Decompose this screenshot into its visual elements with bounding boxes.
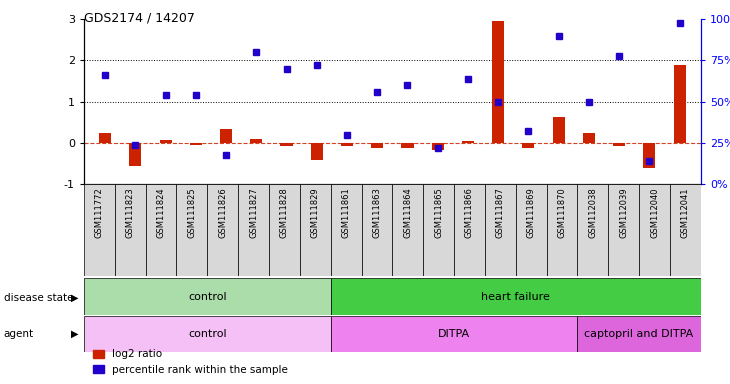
Text: control: control bbox=[188, 329, 226, 339]
Text: GSM112039: GSM112039 bbox=[619, 187, 629, 238]
Text: agent: agent bbox=[4, 329, 34, 339]
Text: GSM111829: GSM111829 bbox=[311, 187, 320, 238]
Legend: log2 ratio, percentile rank within the sample: log2 ratio, percentile rank within the s… bbox=[89, 345, 292, 379]
Text: GSM112041: GSM112041 bbox=[681, 187, 690, 238]
Text: GSM111826: GSM111826 bbox=[218, 187, 227, 238]
Bar bbox=[341, 143, 353, 146]
Text: GSM111823: GSM111823 bbox=[126, 187, 135, 238]
Bar bbox=[393, 184, 423, 276]
Bar bbox=[402, 143, 413, 148]
Bar bbox=[577, 184, 608, 276]
Bar bbox=[84, 278, 331, 315]
Text: heart failure: heart failure bbox=[481, 291, 550, 302]
Bar bbox=[674, 65, 685, 143]
Text: captopril and DITPA: captopril and DITPA bbox=[585, 329, 694, 339]
Bar bbox=[670, 184, 701, 276]
Text: GSM111865: GSM111865 bbox=[434, 187, 443, 238]
Bar bbox=[523, 143, 534, 148]
Text: GSM112040: GSM112040 bbox=[650, 187, 659, 238]
Bar bbox=[311, 143, 323, 160]
Bar bbox=[372, 143, 383, 148]
Bar bbox=[577, 316, 701, 352]
Bar bbox=[331, 278, 701, 315]
Bar bbox=[454, 184, 485, 276]
Bar bbox=[99, 133, 111, 143]
Bar bbox=[516, 184, 547, 276]
Bar bbox=[207, 184, 238, 276]
Text: control: control bbox=[188, 291, 226, 302]
Bar bbox=[431, 143, 444, 151]
Text: GSM111870: GSM111870 bbox=[558, 187, 566, 238]
Bar bbox=[643, 143, 656, 168]
Text: DITPA: DITPA bbox=[438, 329, 470, 339]
Text: GSM111772: GSM111772 bbox=[95, 187, 104, 238]
Text: GSM112038: GSM112038 bbox=[588, 187, 597, 238]
Bar bbox=[250, 139, 262, 143]
Text: GSM111866: GSM111866 bbox=[465, 187, 474, 238]
Text: GDS2174 / 14207: GDS2174 / 14207 bbox=[84, 12, 195, 25]
Bar bbox=[115, 184, 145, 276]
Bar bbox=[613, 143, 625, 146]
Text: GSM111864: GSM111864 bbox=[403, 187, 412, 238]
Text: ▶: ▶ bbox=[71, 293, 78, 303]
Bar bbox=[146, 184, 177, 276]
Text: disease state: disease state bbox=[4, 293, 73, 303]
Bar bbox=[280, 143, 293, 146]
Text: GSM111828: GSM111828 bbox=[280, 187, 289, 238]
Text: GSM111863: GSM111863 bbox=[372, 187, 382, 238]
Text: GSM111824: GSM111824 bbox=[156, 187, 166, 238]
Bar bbox=[238, 184, 269, 276]
Bar bbox=[361, 184, 393, 276]
Bar bbox=[269, 184, 300, 276]
Bar bbox=[220, 129, 232, 143]
Bar bbox=[639, 184, 670, 276]
Bar bbox=[84, 316, 331, 352]
Bar bbox=[608, 184, 639, 276]
Bar bbox=[485, 184, 515, 276]
Bar bbox=[300, 184, 331, 276]
Bar bbox=[331, 316, 577, 352]
Bar bbox=[84, 184, 115, 276]
Text: GSM111867: GSM111867 bbox=[496, 187, 505, 238]
Bar bbox=[553, 118, 565, 143]
Bar bbox=[190, 143, 202, 145]
Bar bbox=[129, 143, 142, 166]
Bar bbox=[423, 184, 454, 276]
Bar bbox=[331, 184, 361, 276]
Bar bbox=[547, 184, 577, 276]
Bar bbox=[583, 133, 595, 143]
Text: GSM111825: GSM111825 bbox=[188, 187, 196, 238]
Bar bbox=[177, 184, 207, 276]
Text: GSM111827: GSM111827 bbox=[249, 187, 258, 238]
Bar bbox=[462, 141, 474, 143]
Text: GSM111869: GSM111869 bbox=[526, 187, 536, 238]
Bar bbox=[492, 21, 504, 143]
Text: ▶: ▶ bbox=[71, 329, 78, 339]
Text: GSM111861: GSM111861 bbox=[342, 187, 350, 238]
Bar bbox=[160, 140, 172, 143]
